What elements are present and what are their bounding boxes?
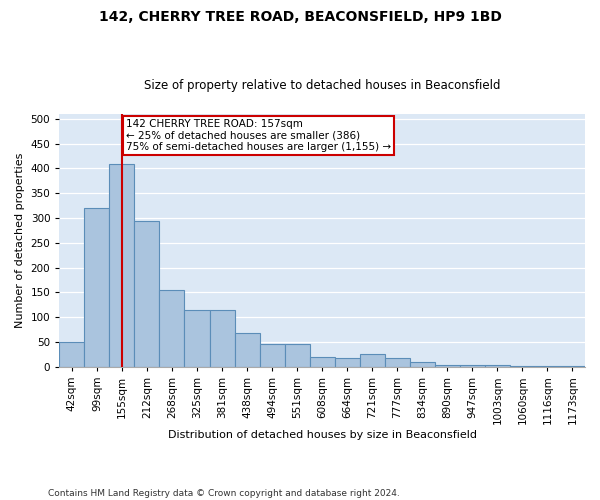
Bar (209, 310, 235, 366)
Bar (335, 358, 360, 366)
Y-axis label: Number of detached properties: Number of detached properties (15, 152, 25, 328)
Bar (435, 364, 460, 366)
Bar (109, 164, 134, 366)
Bar (184, 310, 209, 366)
Text: 142, CHERRY TREE ROAD, BEACONSFIELD, HP9 1BD: 142, CHERRY TREE ROAD, BEACONSFIELD, HP9… (98, 10, 502, 24)
Bar (485, 364, 510, 366)
Bar (235, 333, 260, 366)
Bar (134, 220, 160, 366)
Text: Contains HM Land Registry data © Crown copyright and database right 2024.: Contains HM Land Registry data © Crown c… (48, 488, 400, 498)
Bar (59, 342, 85, 366)
Bar (260, 344, 284, 366)
Bar (310, 357, 335, 366)
Bar (85, 208, 109, 366)
Bar (160, 290, 184, 366)
Bar (410, 362, 435, 366)
Text: 142 CHERRY TREE ROAD: 157sqm
← 25% of detached houses are smaller (386)
75% of s: 142 CHERRY TREE ROAD: 157sqm ← 25% of de… (125, 119, 391, 152)
Bar (460, 364, 485, 366)
Bar (360, 354, 385, 366)
Bar (284, 344, 310, 366)
X-axis label: Distribution of detached houses by size in Beaconsfield: Distribution of detached houses by size … (167, 430, 476, 440)
Bar (385, 358, 410, 366)
Title: Size of property relative to detached houses in Beaconsfield: Size of property relative to detached ho… (144, 79, 500, 92)
